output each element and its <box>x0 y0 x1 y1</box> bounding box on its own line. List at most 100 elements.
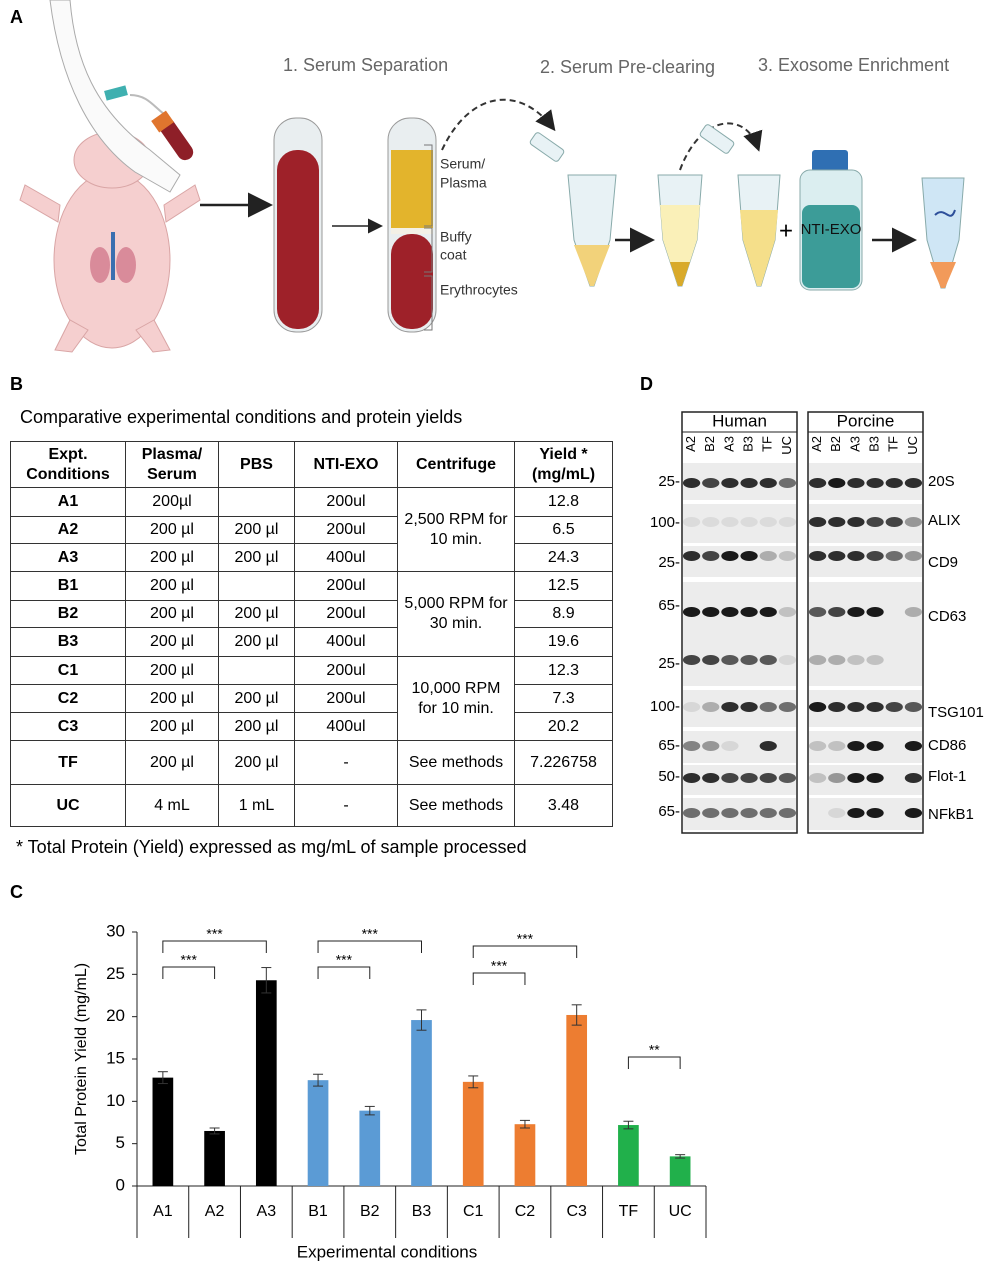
x-tick-label: C1 <box>463 1203 484 1220</box>
blot-band <box>740 517 758 527</box>
blot-band <box>885 517 903 527</box>
significance-label: *** <box>517 931 534 947</box>
x-tick-label: UC <box>669 1203 692 1220</box>
blot-band <box>721 607 739 617</box>
error-bar <box>261 967 272 994</box>
protein-label: CD86 <box>928 737 966 754</box>
layer-label: Erythrocytes <box>440 282 518 298</box>
marker-label: 100- <box>650 698 680 715</box>
blot-band <box>828 607 846 617</box>
table-caption: Comparative experimental conditions and … <box>20 407 462 427</box>
lane-label: TF <box>760 436 775 452</box>
y-tick-label: 20 <box>106 1006 125 1025</box>
table-cell: 200ul <box>294 656 398 685</box>
x-tick-label: B2 <box>360 1203 380 1220</box>
table-cell: 200ul <box>294 684 398 713</box>
blot-band <box>702 655 720 665</box>
blot-band <box>866 478 884 488</box>
x-tick-label: A2 <box>205 1203 225 1220</box>
blot-band <box>904 702 923 712</box>
pig-illustration <box>19 0 201 353</box>
dashed-arrow <box>679 122 763 171</box>
error-bar <box>675 1154 686 1159</box>
lane-label: UC <box>779 436 794 455</box>
blot-strip <box>809 463 922 500</box>
panel-label: C <box>10 882 23 902</box>
blot-band <box>828 702 846 712</box>
blot-band <box>828 551 846 561</box>
table-row: B2 200 µl 200 µl 200ul 8.9 <box>10 600 613 628</box>
table-cell: 200µl <box>125 487 219 517</box>
x-tick-label: B1 <box>308 1203 328 1220</box>
blot-band <box>702 551 720 561</box>
protein-label: 20S <box>928 473 955 490</box>
bar <box>411 1020 432 1186</box>
layer-label: Buffy <box>440 229 472 245</box>
error-bar <box>571 1004 582 1026</box>
table-cell: 12.5 <box>514 571 613 601</box>
bar <box>514 1124 536 1186</box>
lane-label: B2 <box>702 436 717 452</box>
table-row: C2 200 µl 200 µl 200ul 7.3 <box>10 684 613 713</box>
step-label: 3. Exosome Enrichment <box>758 55 949 75</box>
protein-label: TSG101 <box>928 704 984 721</box>
table-row: A3 200 µl 200 µl 400ul 24.3 <box>10 543 613 572</box>
bar <box>204 1130 225 1186</box>
condition-cell: A2 <box>10 516 126 544</box>
blot-band <box>682 773 701 783</box>
blot-band <box>740 607 758 617</box>
reagent-bottle <box>799 150 863 291</box>
error-bar <box>416 1009 427 1031</box>
protein-label: CD9 <box>928 554 958 571</box>
blot-strip <box>809 798 922 830</box>
blot-band <box>721 808 739 818</box>
table-cell: 200 µl <box>125 740 219 785</box>
significance-bracket <box>317 966 371 979</box>
blot-band <box>778 517 797 527</box>
blot-band <box>702 702 720 712</box>
table-footnote: * Total Protein (Yield) expressed as mg/… <box>16 837 527 857</box>
table-cell: 4 mL <box>125 784 219 827</box>
bar <box>152 1077 174 1186</box>
blot-band <box>702 741 720 751</box>
error-bar <box>313 1073 324 1087</box>
condition-cell: B1 <box>10 571 126 601</box>
blot-band <box>828 741 846 751</box>
blot-band <box>866 702 884 712</box>
condition-cell: UC <box>10 784 126 827</box>
table-row: C3 200 µl 200 µl 400ul 20.2 <box>10 712 613 741</box>
lane-label: A3 <box>847 436 862 452</box>
lane-label: B3 <box>867 436 882 452</box>
table-cell: 200 µl <box>125 656 219 685</box>
blot-band <box>885 551 903 561</box>
protein-label: Flot-1 <box>928 768 966 785</box>
error-bar <box>209 1127 220 1135</box>
table-cell: 8.9 <box>514 600 613 628</box>
blot-band <box>847 607 865 617</box>
bar <box>462 1081 484 1186</box>
blot-strip <box>683 731 796 763</box>
significance-bracket <box>627 1056 681 1069</box>
table-cell: 12.8 <box>514 487 613 517</box>
tube-whole-blood <box>273 117 323 333</box>
blot-band <box>759 773 777 783</box>
blot-band <box>721 551 739 561</box>
blot-band <box>904 773 923 783</box>
layer-label: Serum/ <box>440 156 485 172</box>
layer-label: Plasma <box>440 175 487 191</box>
centrifuge-cell: 5,000 RPM for 30 min. <box>397 571 515 657</box>
blot-band <box>866 741 884 751</box>
table-cell: 200ul <box>294 571 398 601</box>
error-bar <box>468 1075 479 1089</box>
eppendorf-tube <box>529 132 617 287</box>
blot-band <box>866 517 884 527</box>
table-cell <box>218 487 295 517</box>
blot-band <box>885 478 903 488</box>
bar <box>307 1080 329 1186</box>
blot-strip <box>683 798 796 830</box>
header-cell: Centrifuge <box>397 441 515 488</box>
significance-bracket <box>472 972 526 985</box>
blot-band <box>904 808 923 818</box>
condition-cell: A1 <box>10 487 126 517</box>
bar <box>566 1014 588 1186</box>
